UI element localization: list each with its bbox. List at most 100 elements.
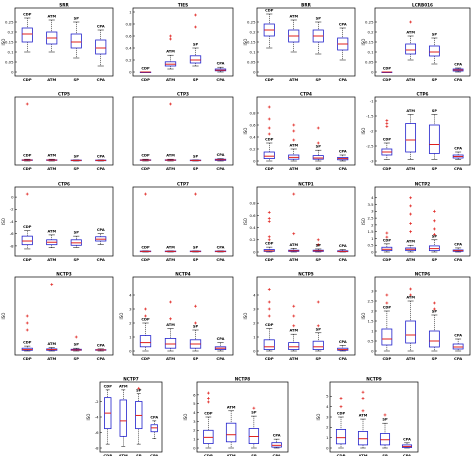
x-tick-label: ATM [47,77,56,82]
y-axis-label: ISO [1,218,6,225]
y-tick-label: 0.05 [247,59,256,64]
x-tick-label: CPA [454,257,462,262]
series-annotation: CPA [217,62,225,66]
plot-frame [374,96,471,166]
y-tick-label: 0.25 [365,19,374,24]
series-annotation: SP [193,325,199,329]
y-tick-label: 0.4 [125,45,132,50]
y-tick-label: 2.5 [367,216,374,221]
series-annotation: ATM [406,109,415,113]
series-annotation: CPA [339,23,347,27]
x-tick-label: CDP [23,356,32,361]
y-tick-label: 3 [129,306,132,311]
x-tick-label: CDP [265,166,274,171]
chart-title: NCTP6 [415,272,431,277]
box [70,33,82,49]
y-tick-label: -8 [95,445,99,450]
x-tick-label: CDP [383,77,392,82]
x-tick-label: SP [136,453,142,456]
x-tick-label: CPA [403,453,411,456]
plot-frame [256,276,356,356]
x-tick-label: ATM [289,356,298,361]
y-tick-label: 0.6 [249,122,256,127]
series-annotation: CDP [23,225,32,229]
y-tick-label: -2.5 [366,143,374,148]
y-tick-label: 0 [371,249,374,254]
box [381,328,393,346]
chart-panel: NCTP8 0 1 2 3 4 5 6 ISO CDP CDP ATM ATM SP SP CPA CPA [183,377,289,456]
chart-title: SRR [59,3,69,8]
series-annotation: CDP [23,13,32,17]
series-annotation: CDP [265,138,274,142]
series-annotation: ATM [406,240,415,244]
y-tick-label: 0 [253,348,256,353]
series-annotation: CPA [217,153,225,157]
x-tick-label: SP [193,166,199,171]
chart-title: NCTP8 [235,377,251,382]
y-tick-label: 1 [129,334,132,339]
x-tick-label: SP [315,77,321,82]
y-tick-label: -1.5 [366,113,374,118]
series-annotation: SP [193,43,199,47]
series-annotation: ATM [119,384,128,388]
box [164,337,177,349]
series-annotation: CPA [339,150,347,154]
y-tick-label: 0.25 [5,19,14,24]
plot-frame [14,186,114,257]
chart-panel: NCTP1 0 0.2 0.4 0.6 0.8 ISO CDP CDP ATM ATM SP SP CPA… [243,182,356,262]
y-tick-label: 0 [129,69,132,74]
series-annotation: SP [432,109,438,113]
x-tick-label: CDP [141,356,150,361]
x-tick-label: CDP [23,257,32,262]
y-tick-label: 0 [129,348,132,353]
y-axis-label: ISO [1,313,6,320]
series-annotation: CPA [339,244,347,248]
chart-title: NCTP5 [298,272,314,277]
x-tick-label: CPA [339,257,347,262]
y-tick-label: 0 [11,69,14,74]
x-tick-label: SP [432,166,438,171]
series-annotation: ATM [47,342,56,346]
x-tick-label: CPA [339,166,347,171]
series-annotation: SP [74,17,80,21]
y-tick-label: 5 [193,401,196,406]
y-tick-label: 1 [129,9,132,14]
y-tick-label: 0.4 [249,134,256,139]
chart-title: NCTP3 [56,272,72,277]
x-tick-label: SP [432,77,438,82]
chart-title: CTP3 [177,92,189,97]
x-tick-label: SP [193,77,199,82]
x-tick-label: CPA [216,166,224,171]
series-annotation: CDP [23,154,32,158]
y-tick-label: 2 [253,320,256,325]
y-axis-label: ISO [119,313,124,320]
chart-panel: CTP7 CDP CDP ATM ATM SP SP CPA CPA [132,182,234,262]
series-annotation: ATM [47,15,56,19]
series-annotation: ATM [166,323,175,327]
chart-panel: BRR 0 0.05 0.1 0.15 0.2 0.25 ISO CDP CDP ATM ATM SP S… [243,3,356,82]
y-tick-label: -2 [10,207,14,212]
x-tick-label: ATM [289,166,298,171]
series-annotation: SP [316,145,322,149]
chart-title: NCTP1 [298,182,314,187]
y-tick-label: 0.2 [249,237,256,242]
series-annotation: SP [251,411,257,415]
y-tick-label: 0.15 [247,39,256,44]
x-tick-label: ATM [166,356,175,361]
y-tick-label: 0.15 [5,39,14,44]
x-tick-label: CPA [97,356,105,361]
y-tick-label: -6 [95,430,99,435]
series-annotation: SP [316,327,322,331]
x-tick-label: SP [315,356,321,361]
plot-frame [132,7,234,77]
x-tick-label: CDP [265,77,274,82]
y-tick-label: 0.05 [5,59,14,64]
y-tick-label: -3 [370,158,374,163]
chart-panel: TIES 0 0.2 0.4 0.6 0.8 1 CDP CDP ATM ATM SP SP CPA CPA [125,3,234,82]
x-tick-label: CPA [97,257,105,262]
y-axis-label: ISO [316,414,321,421]
series-annotation: CPA [454,334,462,338]
chart-title: LCRB016 [412,3,433,8]
y-tick-label: 0 [371,69,374,74]
x-tick-label: CPA [454,77,462,82]
